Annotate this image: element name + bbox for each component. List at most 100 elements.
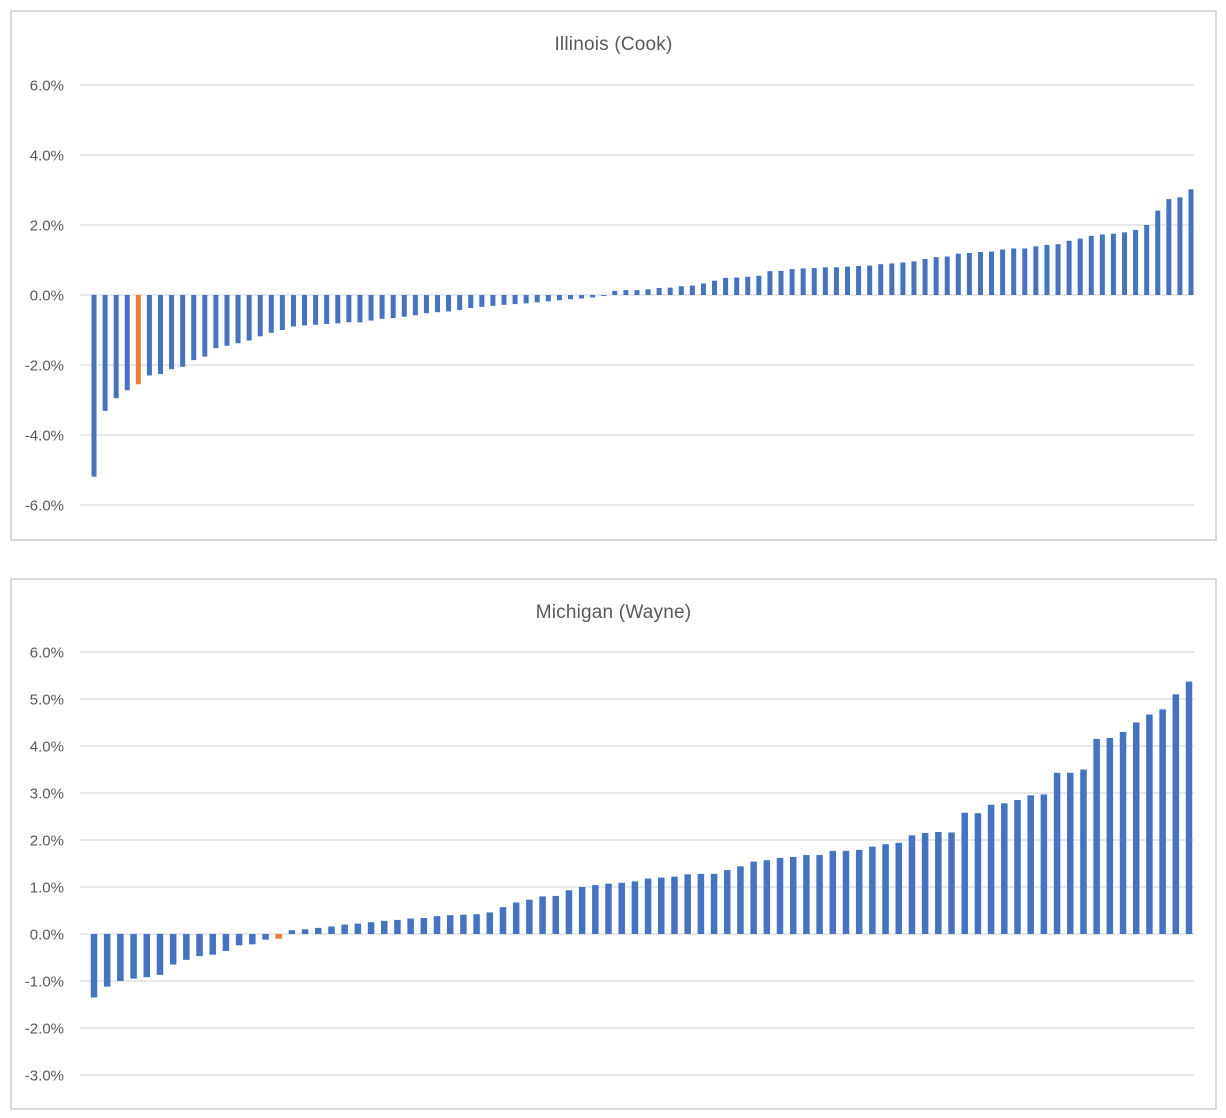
bar [512,295,518,305]
bar [1099,234,1105,295]
bar [446,915,454,934]
bar [955,253,961,295]
bar [1067,772,1074,934]
y-axis-tick-label: 2.0% [30,217,64,234]
bar [579,295,585,299]
bar [1188,189,1194,295]
bar [763,860,771,934]
bar [961,812,968,934]
bar [1133,229,1139,295]
bar [911,261,917,295]
bar [401,295,407,317]
bar [512,902,520,934]
highlighted-bar [275,934,282,939]
bar [423,295,429,314]
bar [816,855,823,934]
illinois-cook-plot-area: 6.0% 4.0% 2.0% 0.0% -2.0% -4.0% -6.0% [25,77,1194,514]
bar [222,934,230,951]
bar [684,874,691,934]
y-axis-tick-label: 2.0% [30,832,64,849]
bar [644,878,652,934]
bar [290,295,296,327]
bar [689,285,695,295]
bar [412,295,418,316]
bar [623,290,629,295]
bar [196,934,203,957]
bar [420,918,428,934]
bar [169,934,177,965]
highlighted-bar [135,295,141,385]
bar [1001,803,1008,934]
bar [90,934,98,998]
bar [257,295,263,337]
bar [1132,722,1140,934]
bar [249,934,256,945]
bar [1159,709,1166,934]
bar [908,835,916,934]
bar [756,275,762,295]
bar [354,923,362,934]
y-axis-tick-label: 6.0% [30,644,64,661]
y-axis-tick-label: -6.0% [25,497,64,514]
y-axis-tick-label: 1.0% [30,879,64,896]
bar [328,926,335,934]
bar [526,899,533,934]
bar [750,861,757,934]
bar [501,295,507,305]
bar [341,924,348,934]
bar [631,881,639,934]
chart-title: Michigan (Wayne) [535,602,692,623]
bar [1066,240,1072,295]
bar [855,849,863,934]
bar [1119,731,1127,934]
bar [829,850,837,934]
bar [867,265,873,295]
bar [844,266,850,295]
bar [262,934,269,940]
bar [169,295,175,370]
bar [91,295,97,477]
bar [1022,248,1028,295]
bar [1044,244,1050,295]
bar [656,288,662,295]
bar [367,922,375,934]
bar [935,832,942,934]
michigan-wayne-plot-area: 6.0% 5.0% 4.0% 3.0% 2.0% 1.0% 0.0% -1.0% -2.0% -3… [25,644,1194,1084]
bar [778,270,784,295]
bar [789,856,797,934]
bar [987,804,995,934]
bar [734,277,740,295]
bar [989,251,995,295]
bar [143,934,151,978]
bar [710,873,718,934]
bar [279,295,285,330]
bar [803,855,810,934]
bar [486,912,494,934]
bar [313,295,319,325]
bar [1177,197,1183,295]
bar [856,265,862,295]
bar [944,256,950,295]
bar [130,934,137,979]
bar [895,842,903,934]
bar [737,866,744,934]
bar [499,907,507,934]
bar [612,290,618,295]
bar [1166,199,1172,295]
y-axis-tick-label: -1.0% [25,973,64,990]
bar [390,295,396,319]
bar [146,295,152,376]
bar [1122,232,1128,295]
bar [156,934,164,975]
bar [712,280,718,295]
bar [539,896,546,934]
bar [235,295,241,344]
bar [490,295,496,306]
bar [346,295,352,323]
bar [1000,249,1006,295]
bar [1053,772,1061,934]
bar [1027,795,1034,934]
bar [900,262,906,295]
bar [433,916,441,934]
bar [288,930,296,934]
